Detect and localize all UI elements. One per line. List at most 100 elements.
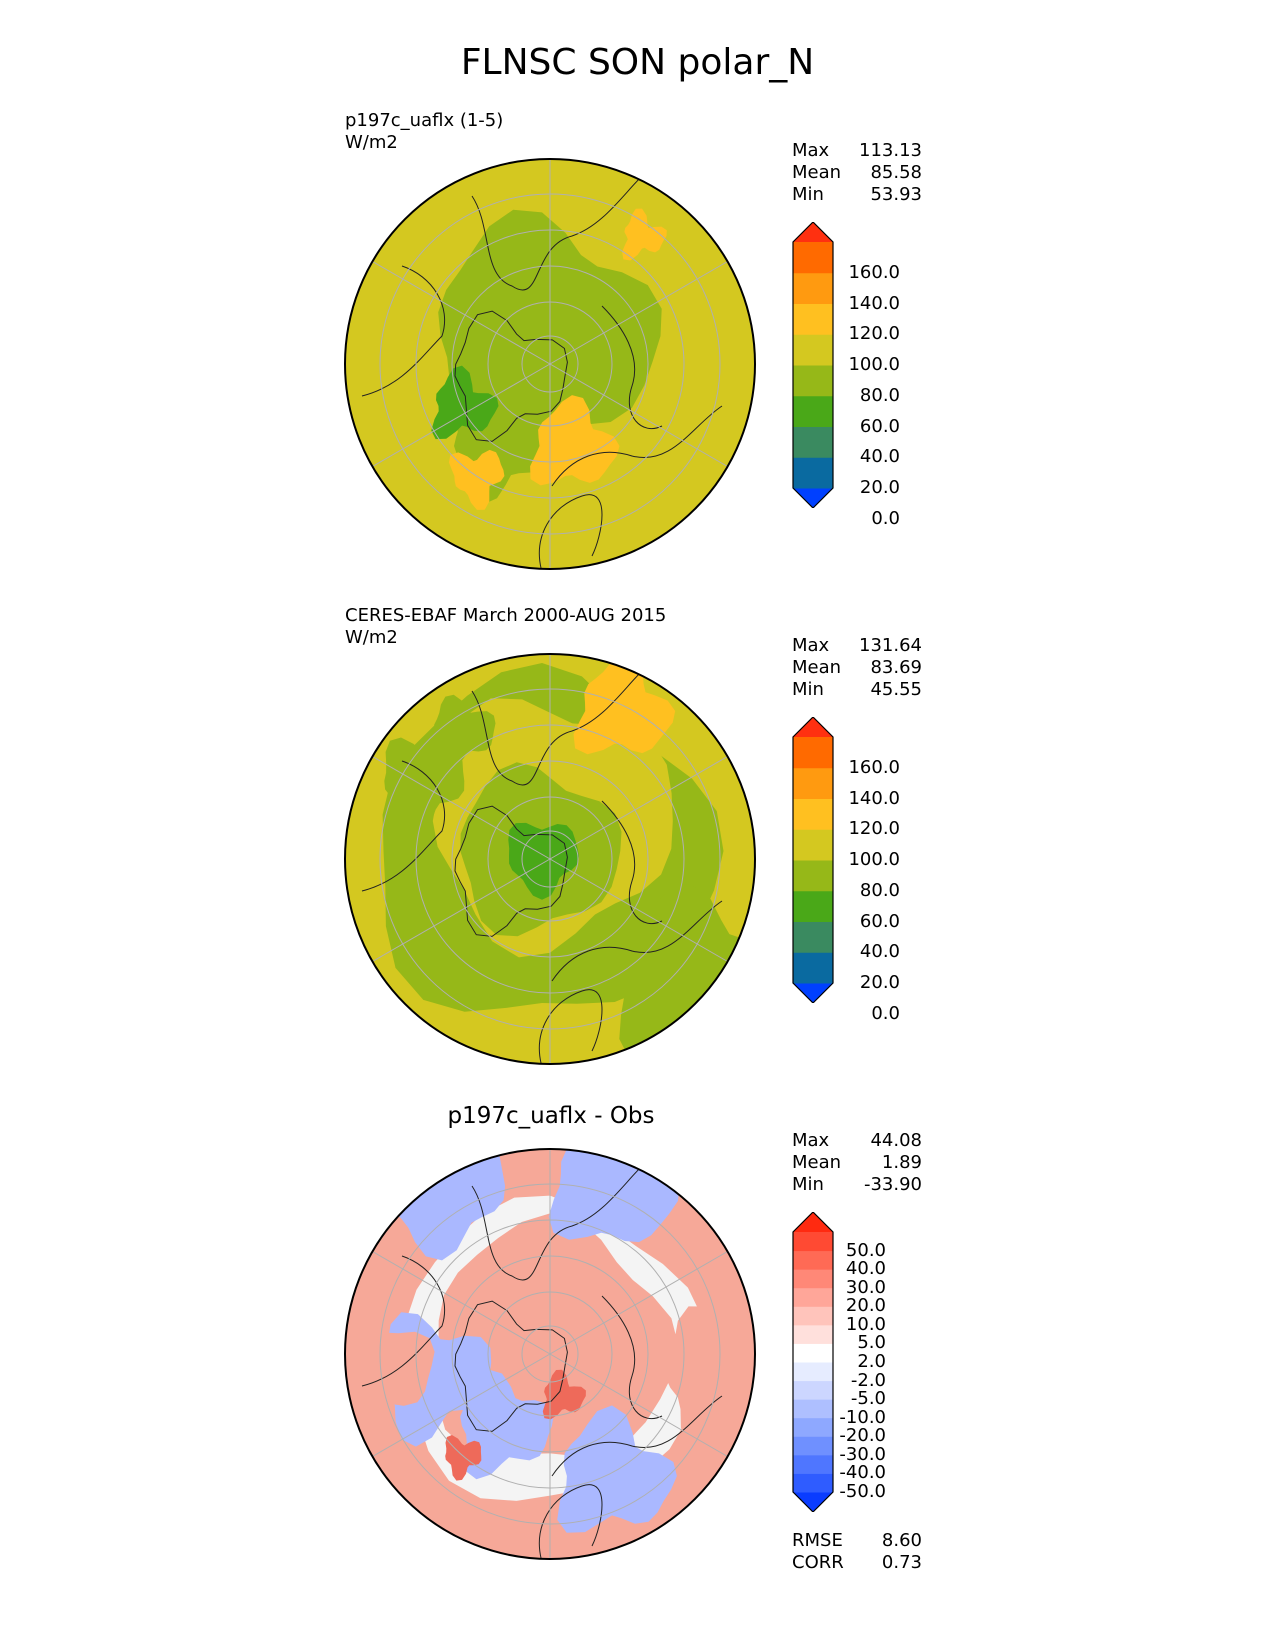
colorbar-tick-label: 80.0: [859, 879, 900, 901]
map-field: [345, 159, 755, 569]
stat-rmse: RMSE 8.60: [792, 1530, 922, 1551]
meridian-line: [372, 261, 551, 365]
colorbar: [792, 717, 834, 1003]
colorbar-segment: [793, 798, 833, 830]
stat-corr: CORR 0.73: [792, 1552, 922, 1573]
field-region: [530, 395, 620, 486]
colorbar-segment: [793, 1417, 833, 1437]
stat-max: Max 44.08: [792, 1130, 922, 1151]
meridian-line: [549, 363, 728, 467]
panel-label: CERES-EBAF March 2000-AUG 2015 W/m2: [345, 605, 666, 649]
graticule: [372, 1149, 728, 1559]
colorbar-extend-high: [793, 1212, 833, 1232]
map-boundary: [344, 1148, 756, 1560]
colorbar-extend-high: [793, 222, 833, 242]
colorbar-tick-label: 100.0: [848, 849, 900, 870]
colorbar-tick-label: 160.0: [848, 756, 900, 778]
colorbar-tick-label: 120.0: [848, 323, 900, 345]
colorbar-ticks: 160.0 140.0 120.0 100.0 80.0 60.0 40.0 20.0 0.0: [792, 717, 900, 1024]
coastline: [601, 1295, 663, 1420]
meridian-line: [372, 858, 551, 962]
colorbar-tick-label: -20.0: [839, 1425, 886, 1447]
stats-box: Max 131.64 Mean 83.69 Min 45.55: [792, 635, 922, 701]
coastlines: [361, 175, 723, 569]
colorbar-tick-label: -5.0: [850, 1388, 886, 1410]
colorbar-segment: [793, 952, 833, 984]
field-region: [548, 1149, 680, 1243]
coastline: [454, 805, 568, 937]
field-region: [573, 654, 676, 755]
stat-min: Min -33.90: [792, 1174, 922, 1195]
colorbar-segment: [793, 365, 833, 397]
coastline: [471, 1165, 643, 1281]
colorbar-segment: [793, 1232, 833, 1252]
colorbar-outline: [792, 222, 834, 508]
coastline: [361, 265, 446, 397]
panel-difference: p197c_uaflx - Obs Max 44.08 Mean 1.89 Min -…: [0, 1100, 1275, 1590]
coastline: [361, 1255, 446, 1387]
colorbar-ticks: 50.0 40.0 30.0 20.0 10.0 5.0 2.0 -2.0 -5.0 -10.0-…: [792, 1212, 886, 1512]
colorbar-segment: [793, 1343, 833, 1363]
colorbar-extend-low: [793, 1492, 833, 1512]
field-region: [431, 365, 499, 440]
polar-map: [344, 1148, 756, 1560]
field-region: [460, 1369, 554, 1480]
colorbar-tick-label: 80.0: [859, 384, 900, 406]
field-region: [665, 1306, 755, 1452]
coastline: [551, 900, 723, 982]
field-region: [445, 1435, 482, 1481]
colorbar-segment: [793, 1269, 833, 1289]
meridian-line: [549, 1353, 728, 1457]
colorbar-tick-label: 50.0: [845, 1239, 886, 1261]
meridian-line: [549, 858, 728, 962]
stat-min: Min 53.93: [792, 184, 922, 205]
panel-label-line1: p197c_uaflx (1-5): [345, 110, 504, 131]
colorbar-segment: [793, 1436, 833, 1456]
field-region: [508, 822, 579, 900]
coastline: [471, 670, 643, 786]
colorbar-tick-label: 120.0: [848, 818, 900, 840]
colorbar-tick-label: -50.0: [839, 1481, 886, 1502]
stat-max: Max 131.64: [792, 635, 922, 656]
coastline: [471, 175, 643, 291]
coastlines: [361, 670, 723, 1064]
map-field: [345, 1149, 755, 1559]
colorbar-tick-label: 40.0: [859, 941, 900, 963]
colorbar-segment: [793, 1324, 833, 1344]
colorbar-tick-label: 20.0: [859, 972, 900, 993]
stats-box: Max 44.08 Mean 1.89 Min -33.90: [792, 1130, 922, 1196]
colorbar-segment: [793, 860, 833, 892]
rmse-corr-box: RMSE 8.60 CORR 0.73: [792, 1530, 922, 1574]
colorbar-tick-label: 140.0: [848, 787, 900, 809]
colorbar-tick-label: -2.0: [850, 1369, 886, 1391]
colorbar-extend-high: [793, 717, 833, 737]
panel-center-title: p197c_uaflx - Obs: [447, 1103, 655, 1129]
meridian-line: [372, 756, 551, 860]
colorbar-segment: [793, 1380, 833, 1400]
meridian-line: [372, 1353, 551, 1457]
colorbar-tick-label: 0.0: [871, 507, 900, 529]
meridian-line: [549, 1251, 728, 1355]
meridian-line: [549, 261, 728, 365]
graticule: [372, 654, 728, 1064]
colorbar-tick-label: 30.0: [845, 1276, 886, 1298]
colorbar-segment: [793, 767, 833, 799]
coastlines: [361, 1165, 723, 1559]
colorbar-extend-low: [793, 488, 833, 508]
coastline: [454, 1300, 568, 1432]
colorbar-tick-label: 20.0: [845, 1295, 886, 1317]
field-region: [557, 1405, 677, 1533]
coastline: [601, 800, 663, 925]
colorbar-tick-label: 40.0: [859, 446, 900, 468]
coastline: [601, 305, 663, 430]
panel-test: p197c_uaflx (1-5) W/m2 Max 113.13 Mean 85.…: [0, 110, 1275, 600]
colorbar-tick-label: 5.0: [857, 1332, 886, 1354]
stat-max: Max 113.13: [792, 140, 922, 161]
colorbar: [792, 1212, 834, 1512]
coastline: [538, 494, 603, 569]
coastline: [551, 1395, 723, 1477]
colorbar-segment: [793, 303, 833, 335]
map-field: [345, 654, 755, 1064]
polar-map: [344, 653, 756, 1065]
colorbar-tick-label: 60.0: [859, 910, 900, 932]
